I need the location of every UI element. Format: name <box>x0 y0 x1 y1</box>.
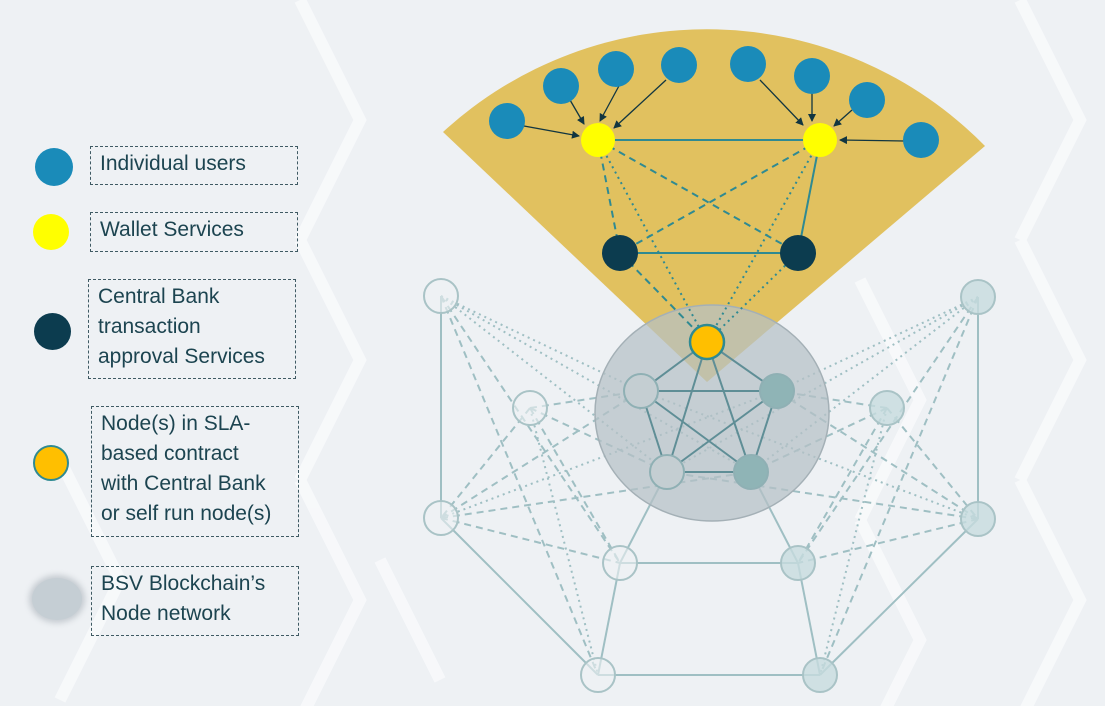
wallet-network-edges <box>597 139 821 343</box>
network-node <box>780 545 816 581</box>
outer-solid-edges <box>440 296 979 676</box>
legend: Individual users Wallet Services Central… <box>0 0 330 706</box>
legend-label-wallet-services: Wallet Services <box>90 212 298 252</box>
network-node <box>423 500 459 536</box>
network-node <box>733 454 769 490</box>
central-bank-node <box>602 235 638 271</box>
user-node <box>598 51 634 87</box>
bsv-network-swatch <box>32 578 82 620</box>
network-node <box>802 657 838 693</box>
central-bank-node <box>780 235 816 271</box>
legend-label-sla-node: Node(s) in SLA- based contract with Cent… <box>91 406 299 537</box>
network-node <box>423 278 459 314</box>
sla-node <box>688 323 726 361</box>
user-node <box>903 122 939 158</box>
user-node <box>489 103 525 139</box>
network-node <box>649 454 685 490</box>
network-node <box>869 390 905 426</box>
legend-label-individual-users: Individual users <box>90 146 298 185</box>
individual-user-swatch <box>35 148 73 186</box>
sla-node-swatch <box>33 445 69 481</box>
user-node <box>849 82 885 118</box>
wallet-service-swatch <box>33 214 69 250</box>
network-node <box>580 657 616 693</box>
network-node <box>960 501 996 537</box>
network-node <box>960 279 996 315</box>
legend-label-central-bank: Central Bank transaction approval Servic… <box>88 279 296 379</box>
wallet-service-node <box>581 123 615 157</box>
legend-label-bsv-network: BSV Blockchain’s Node network <box>91 566 299 636</box>
individual-users <box>489 46 939 158</box>
network-node <box>512 390 548 426</box>
user-node <box>794 58 830 94</box>
core-nodes <box>623 373 795 490</box>
network-node <box>759 373 795 409</box>
network-node <box>602 545 638 581</box>
user-node <box>543 68 579 104</box>
user-node <box>730 46 766 82</box>
outer-nodes <box>423 278 996 693</box>
user-to-wallet-arrows <box>523 79 905 145</box>
user-node <box>661 47 697 83</box>
wallet-service-node <box>803 123 837 157</box>
network-node <box>623 373 659 409</box>
central-bank-swatch <box>34 313 71 350</box>
